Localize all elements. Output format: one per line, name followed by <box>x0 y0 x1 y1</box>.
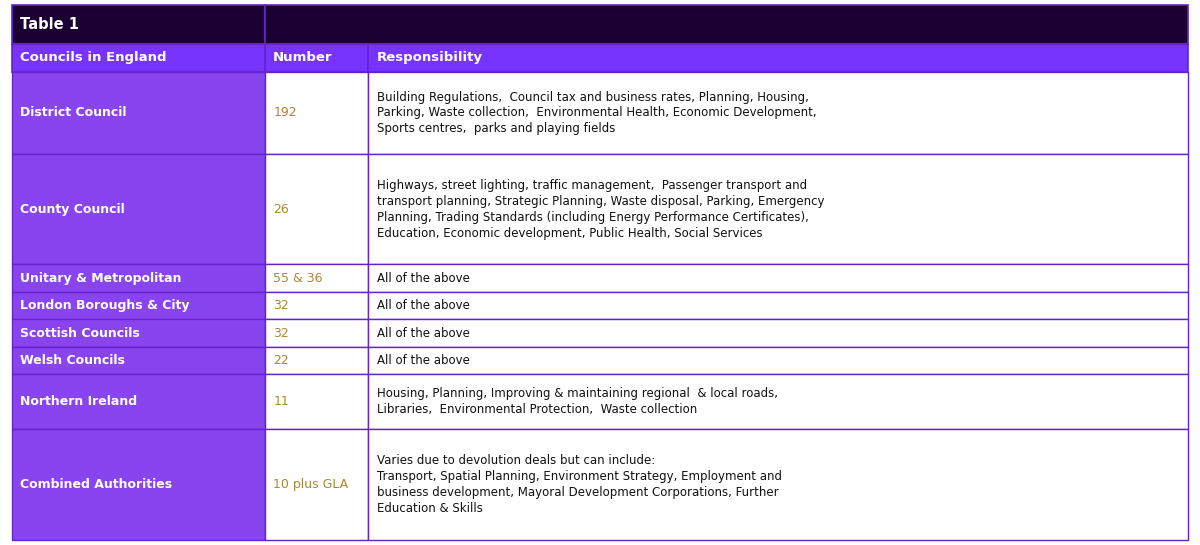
Text: Varies due to devolution deals but can include:: Varies due to devolution deals but can i… <box>377 454 655 467</box>
Bar <box>265 319 368 347</box>
Text: London Boroughs & City: London Boroughs & City <box>20 299 190 312</box>
Bar <box>368 429 1188 540</box>
Text: Northern Ireland: Northern Ireland <box>20 396 138 408</box>
Bar <box>12 374 265 429</box>
Text: Unitary & Metropolitan: Unitary & Metropolitan <box>20 271 182 284</box>
Bar <box>12 292 265 319</box>
Text: Welsh Councils: Welsh Councils <box>20 354 125 367</box>
Bar <box>265 5 1188 44</box>
Text: Sports centres,  parks and playing fields: Sports centres, parks and playing fields <box>377 123 616 135</box>
Bar <box>12 347 265 374</box>
Text: Libraries,  Environmental Protection,  Waste collection: Libraries, Environmental Protection, Was… <box>377 403 697 416</box>
Bar <box>368 72 1188 154</box>
Text: Housing, Planning, Improving & maintaining regional  & local roads,: Housing, Planning, Improving & maintaini… <box>377 387 778 401</box>
Bar <box>12 154 265 264</box>
Text: Scottish Councils: Scottish Councils <box>20 326 140 340</box>
Text: transport planning, Strategic Planning, Waste disposal, Parking, Emergency: transport planning, Strategic Planning, … <box>377 195 824 208</box>
Bar <box>12 429 265 540</box>
Text: Councils in England: Councils in England <box>20 51 167 64</box>
Text: Planning, Trading Standards (including Energy Performance Certificates),: Planning, Trading Standards (including E… <box>377 211 809 224</box>
Bar <box>368 44 1188 72</box>
Text: 10 plus GLA: 10 plus GLA <box>274 478 348 491</box>
Text: Parking, Waste collection,  Environmental Health, Economic Development,: Parking, Waste collection, Environmental… <box>377 106 816 119</box>
Bar <box>12 264 265 292</box>
Bar <box>265 292 368 319</box>
Text: Combined Authorities: Combined Authorities <box>20 478 173 491</box>
Text: District Council: District Council <box>20 106 127 119</box>
Bar <box>368 154 1188 264</box>
Bar <box>368 264 1188 292</box>
Bar <box>265 374 368 429</box>
Text: 11: 11 <box>274 396 289 408</box>
Text: Education & Skills: Education & Skills <box>377 502 482 515</box>
Text: 32: 32 <box>274 326 289 340</box>
Text: Responsibility: Responsibility <box>377 51 482 64</box>
Bar <box>368 319 1188 347</box>
Text: 192: 192 <box>274 106 296 119</box>
Bar <box>12 5 265 44</box>
Text: business development, Mayoral Development Corporations, Further: business development, Mayoral Developmen… <box>377 486 779 499</box>
Bar <box>265 154 368 264</box>
Text: All of the above: All of the above <box>377 299 469 312</box>
Bar <box>12 72 265 154</box>
Bar <box>12 44 265 72</box>
Text: 55 & 36: 55 & 36 <box>274 271 323 284</box>
Text: Education, Economic development, Public Health, Social Services: Education, Economic development, Public … <box>377 227 762 240</box>
Bar <box>265 44 368 72</box>
Bar <box>12 319 265 347</box>
Text: County Council: County Council <box>20 203 125 216</box>
Text: Table 1: Table 1 <box>20 17 79 32</box>
Text: Transport, Spatial Planning, Environment Strategy, Employment and: Transport, Spatial Planning, Environment… <box>377 470 781 483</box>
Bar <box>265 264 368 292</box>
Text: 26: 26 <box>274 203 289 216</box>
Text: All of the above: All of the above <box>377 271 469 284</box>
Bar <box>265 347 368 374</box>
Bar <box>368 292 1188 319</box>
Text: All of the above: All of the above <box>377 354 469 367</box>
Bar <box>265 72 368 154</box>
Bar <box>265 429 368 540</box>
Bar <box>368 374 1188 429</box>
Text: Building Regulations,  Council tax and business rates, Planning, Housing,: Building Regulations, Council tax and bu… <box>377 90 809 104</box>
Text: 22: 22 <box>274 354 289 367</box>
Text: Highways, street lighting, traffic management,  Passenger transport and: Highways, street lighting, traffic manag… <box>377 179 806 192</box>
Bar <box>368 347 1188 374</box>
Text: All of the above: All of the above <box>377 326 469 340</box>
Text: Number: Number <box>274 51 332 64</box>
Text: 32: 32 <box>274 299 289 312</box>
